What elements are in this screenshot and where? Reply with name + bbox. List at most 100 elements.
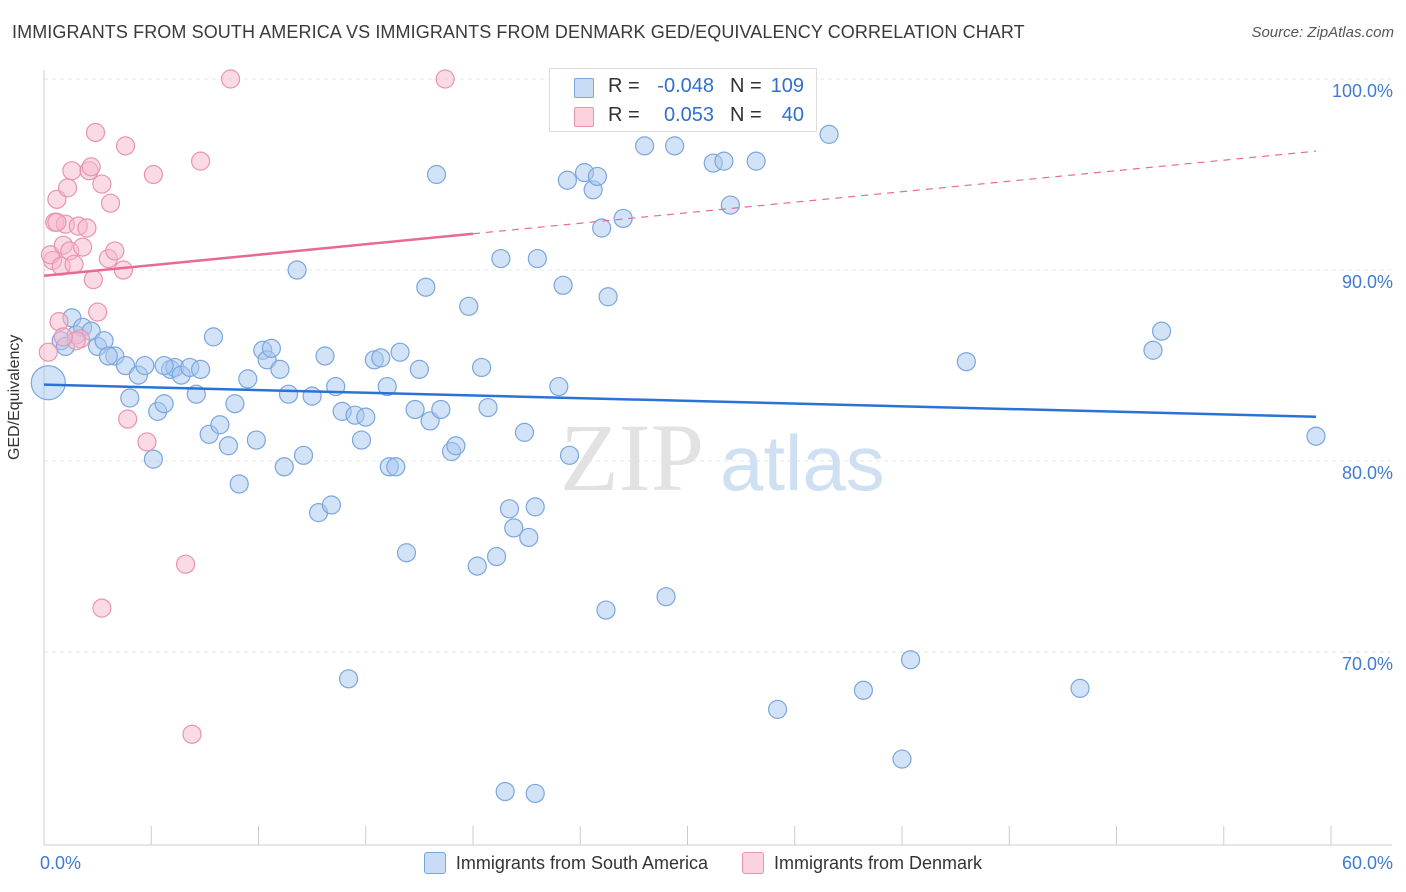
point-south-america bbox=[274, 457, 294, 477]
point-denmark bbox=[53, 327, 73, 347]
point-south-america bbox=[495, 781, 515, 802]
point-south-america bbox=[431, 399, 451, 420]
point-south-america bbox=[592, 218, 612, 238]
point-south-america bbox=[767, 699, 788, 719]
point-denmark bbox=[118, 409, 138, 429]
n-label: N = bbox=[730, 75, 762, 97]
point-south-america bbox=[504, 518, 524, 538]
point-south-america bbox=[115, 355, 136, 376]
point-denmark bbox=[435, 69, 455, 89]
chart-title: IMMIGRANTS FROM SOUTH AMERICA VS IMMIGRA… bbox=[12, 22, 1025, 42]
point-denmark bbox=[221, 69, 241, 89]
point-south-america bbox=[416, 277, 436, 297]
point-south-america bbox=[225, 394, 245, 414]
point-south-america bbox=[499, 499, 520, 519]
point-denmark bbox=[77, 218, 97, 238]
legend-label: Immigrants from South America bbox=[455, 852, 709, 873]
point-south-america bbox=[210, 415, 230, 435]
point-south-america bbox=[135, 355, 155, 376]
x-tick-label: 0.0% bbox=[40, 853, 81, 873]
point-south-america bbox=[302, 386, 322, 406]
point-south-america bbox=[1306, 426, 1326, 446]
point-south-america bbox=[714, 151, 734, 171]
point-south-america bbox=[396, 543, 417, 563]
stats-row-denmark: R = 0.053 N = 40 bbox=[550, 100, 816, 130]
point-denmark bbox=[137, 432, 157, 452]
point-south-america bbox=[527, 248, 547, 269]
point-south-america bbox=[491, 248, 511, 269]
point-south-america bbox=[853, 680, 873, 700]
point-south-america bbox=[1143, 340, 1163, 360]
point-denmark bbox=[83, 269, 103, 290]
point-south-america bbox=[514, 422, 535, 442]
r-label: R = bbox=[608, 104, 640, 126]
point-denmark bbox=[182, 724, 202, 744]
point-south-america bbox=[459, 296, 479, 316]
point-south-america bbox=[203, 327, 224, 347]
point-denmark bbox=[115, 136, 136, 156]
legend-swatch-pink bbox=[742, 852, 765, 874]
point-denmark bbox=[62, 161, 82, 181]
point-south-america bbox=[665, 136, 685, 156]
point-south-america bbox=[634, 136, 655, 156]
point-south-america bbox=[1151, 321, 1172, 341]
point-denmark bbox=[64, 254, 84, 274]
point-denmark bbox=[105, 241, 125, 261]
point-south-america bbox=[377, 376, 397, 397]
point-south-america bbox=[338, 669, 359, 689]
legend-swatch-blue bbox=[423, 852, 446, 874]
watermark-atlas: atlas bbox=[720, 419, 885, 507]
r-value: -0.048 bbox=[657, 75, 714, 97]
point-denmark bbox=[175, 554, 196, 574]
source-label: Source: ZipAtlas.com bbox=[1251, 24, 1394, 41]
tick-labels: 70.0% 80.0% 90.0% 100.0% 0.0% 60.0% bbox=[40, 81, 1393, 873]
point-south-america bbox=[98, 346, 118, 366]
point-denmark bbox=[38, 342, 58, 362]
point-south-america bbox=[409, 359, 429, 379]
r-label: R = bbox=[608, 75, 640, 97]
point-south-america bbox=[553, 275, 573, 295]
n-label: N = bbox=[730, 104, 762, 126]
point-south-america bbox=[467, 556, 487, 576]
trend-line-denmark-dashed bbox=[472, 150, 1317, 235]
point-denmark bbox=[92, 598, 112, 618]
point-south-america bbox=[246, 430, 266, 450]
point-south-america bbox=[956, 352, 976, 372]
stats-box: R = -0.048 N = 109 R = 0.053 N = 40 bbox=[549, 68, 817, 132]
point-denmark bbox=[190, 151, 211, 171]
trend-line-denmark bbox=[43, 232, 474, 278]
point-south-america bbox=[559, 445, 580, 465]
y-tick-label: 90.0% bbox=[1342, 272, 1393, 292]
point-denmark bbox=[81, 157, 101, 177]
point-south-america bbox=[351, 430, 372, 450]
n-value: 40 bbox=[781, 104, 804, 126]
point-south-america bbox=[446, 436, 466, 456]
point-south-america bbox=[426, 164, 447, 185]
point-south-america bbox=[229, 474, 249, 494]
point-south-america bbox=[190, 359, 211, 379]
point-south-america bbox=[154, 394, 174, 414]
gridlines bbox=[44, 78, 1391, 653]
legend-item-south-america[interactable]: Immigrants from South America bbox=[423, 852, 709, 874]
trend-lines bbox=[43, 150, 1317, 418]
point-denmark bbox=[100, 193, 121, 213]
point-south-america bbox=[143, 449, 163, 469]
point-denmark bbox=[47, 212, 67, 232]
point-south-america bbox=[471, 357, 492, 378]
point-south-america bbox=[371, 348, 391, 368]
point-denmark bbox=[85, 122, 106, 143]
axes bbox=[43, 70, 1392, 846]
point-south-america bbox=[900, 650, 921, 670]
point-denmark bbox=[92, 174, 112, 194]
point-south-america bbox=[1070, 678, 1090, 698]
x-tick-label: 60.0% bbox=[1342, 853, 1393, 873]
point-denmark bbox=[88, 302, 108, 322]
point-south-america bbox=[287, 260, 307, 280]
point-south-america bbox=[238, 369, 258, 389]
legend-item-denmark[interactable]: Immigrants from Denmark bbox=[742, 852, 982, 874]
point-south-america bbox=[892, 749, 912, 769]
point-south-america bbox=[386, 457, 406, 477]
r-value: 0.053 bbox=[663, 104, 714, 126]
point-denmark bbox=[113, 260, 133, 280]
